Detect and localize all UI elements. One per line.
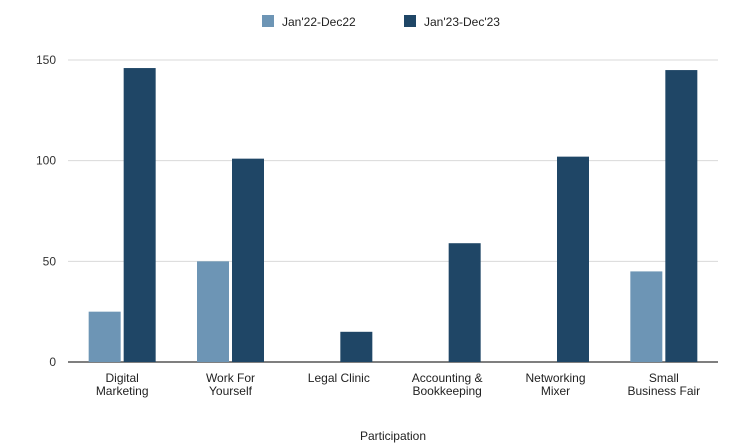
y-tick-label: 50 [43, 254, 57, 268]
x-axis-labels: Digital Marketing Work For Yourself Legal Cl… [96, 371, 700, 398]
bar-1-3 [448, 243, 481, 362]
legend-label: Jan'22-Dec22 [282, 15, 356, 29]
bar-1-4 [557, 156, 589, 362]
legend-swatch [404, 15, 416, 27]
x-tick-label: Accounting & Bookkeeping [412, 371, 483, 398]
bar-1-0 [123, 68, 156, 362]
x-tick-label: Work For Yourself [206, 371, 255, 398]
legend-swatch [262, 15, 274, 27]
y-tick-label: 100 [36, 154, 56, 168]
bar-1-2 [340, 331, 373, 362]
bar-1-5 [665, 70, 698, 363]
x-tick-label: Legal Clinic [308, 371, 370, 385]
legend-label: Jan'23-Dec'23 [424, 15, 500, 29]
bar-0-5 [630, 271, 663, 362]
y-tick-label: 0 [49, 355, 56, 369]
x-axis-title: Participation [360, 429, 426, 443]
bar-0-0 [88, 311, 121, 362]
bars [88, 68, 698, 363]
y-tick-label: 150 [36, 53, 56, 67]
legend-item-1: Jan'23-Dec'23 [404, 15, 500, 29]
bar-0-1 [197, 261, 229, 362]
gridlines [68, 59, 718, 363]
x-tick-label: Small Business Fair [627, 371, 700, 398]
legend: Jan'22-Dec22 Jan'23-Dec'23 [262, 15, 500, 29]
x-tick-label: Digital Marketing [96, 371, 149, 398]
y-axis-ticks: 0 50 100 150 [36, 53, 56, 369]
legend-item-0: Jan'22-Dec22 [262, 15, 356, 29]
bar-1-1 [232, 158, 264, 362]
x-tick-label: Networking Mixer [525, 371, 585, 398]
